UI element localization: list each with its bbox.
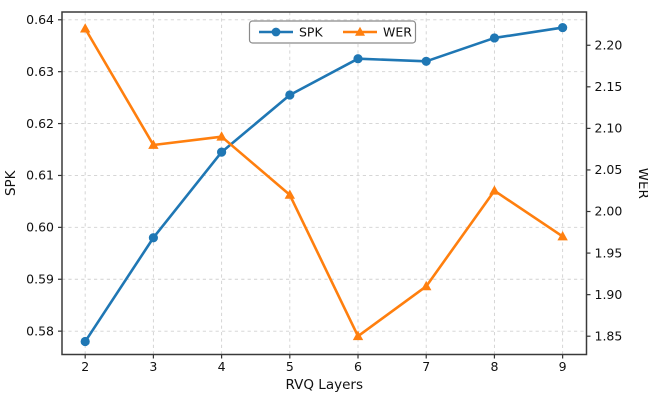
right-tick-label: 2.05 bbox=[595, 162, 623, 177]
right-tick-label: 2.15 bbox=[595, 79, 623, 94]
triangle-marker bbox=[557, 231, 568, 241]
left-tick-label: 0.64 bbox=[26, 12, 54, 27]
circle-marker bbox=[148, 233, 158, 243]
legend-triangle-marker bbox=[355, 26, 365, 36]
circle-marker bbox=[217, 147, 227, 157]
series-line-spk bbox=[83, 26, 564, 343]
right-tick-label: 2.20 bbox=[595, 37, 623, 52]
x-tick-label: 7 bbox=[422, 359, 430, 374]
right-tick-label: 1.95 bbox=[595, 245, 623, 260]
left-tick-label: 0.58 bbox=[26, 323, 54, 338]
left-tick-label: 0.61 bbox=[26, 168, 54, 183]
left-axis-label: SPK bbox=[3, 169, 19, 196]
legend: SPK WER bbox=[248, 20, 417, 44]
x-tick-label: 5 bbox=[286, 359, 294, 374]
x-tick-label: 4 bbox=[218, 359, 226, 374]
triangle-marker bbox=[421, 280, 432, 291]
right-axis-label: WER bbox=[635, 168, 648, 199]
series-spk bbox=[80, 22, 568, 347]
legend-circle-marker bbox=[271, 27, 281, 37]
left-tick-label: 0.60 bbox=[26, 220, 54, 235]
legend-label: WER bbox=[383, 24, 412, 39]
left-tick-label: 0.62 bbox=[26, 116, 54, 131]
right-tick-label: 1.90 bbox=[595, 287, 623, 302]
left-tick-label: 0.59 bbox=[26, 271, 54, 286]
legend-box bbox=[248, 20, 417, 44]
x-tick-label: 9 bbox=[559, 359, 567, 374]
circle-marker bbox=[489, 33, 500, 43]
triangle-marker bbox=[79, 23, 91, 33]
circle-marker bbox=[558, 22, 568, 33]
triangle-marker bbox=[284, 189, 296, 199]
gridlines bbox=[62, 12, 587, 355]
series-wer bbox=[79, 23, 568, 341]
right-tick-label: 2.00 bbox=[595, 204, 623, 219]
right-tick-label: 2.10 bbox=[595, 121, 623, 136]
left-tick-label: 0.63 bbox=[26, 64, 54, 79]
tick-labels: 2 3 4 5 6 7 8 9 0.58 0.59 0.60 0.61 0.62 0.63 0.64 1.85… bbox=[26, 12, 622, 374]
right-tick-label: 1.85 bbox=[595, 328, 623, 343]
triangle-marker bbox=[352, 330, 364, 341]
series-line-wer bbox=[83, 27, 564, 338]
triangle-marker bbox=[148, 139, 159, 149]
circle-marker bbox=[353, 54, 363, 64]
x-axis-label: RVQ Layers bbox=[286, 377, 363, 393]
circle-marker bbox=[285, 90, 295, 100]
x-tick-label: 3 bbox=[149, 359, 157, 374]
circle-marker bbox=[80, 336, 90, 347]
x-tick-label: 2 bbox=[81, 359, 89, 374]
circle-marker bbox=[421, 56, 431, 66]
legend-label: SPK bbox=[299, 24, 323, 39]
triangle-marker bbox=[489, 185, 500, 195]
triangle-marker bbox=[216, 131, 227, 141]
x-tick-label: 8 bbox=[490, 359, 498, 374]
x-tick-label: 6 bbox=[354, 359, 362, 374]
plot-border bbox=[61, 11, 588, 356]
